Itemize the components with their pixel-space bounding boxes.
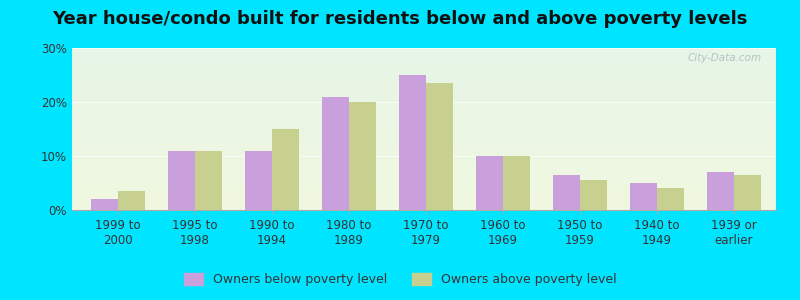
Text: Year house/condo built for residents below and above poverty levels: Year house/condo built for residents bel… — [52, 11, 748, 28]
Bar — [349, 102, 376, 210]
Legend: Owners below poverty level, Owners above poverty level: Owners below poverty level, Owners above… — [179, 268, 621, 291]
Bar — [245, 151, 272, 210]
Bar — [322, 97, 349, 210]
Bar — [118, 191, 145, 210]
Bar — [426, 83, 453, 210]
Text: City-Data.com: City-Data.com — [688, 53, 762, 63]
Bar — [657, 188, 684, 210]
Bar — [91, 199, 118, 210]
Bar — [553, 175, 580, 210]
Bar — [630, 183, 657, 210]
Bar — [399, 75, 426, 210]
Bar — [168, 151, 195, 210]
Bar — [580, 180, 606, 210]
Bar — [706, 172, 734, 210]
Bar — [503, 156, 530, 210]
Bar — [476, 156, 503, 210]
Bar — [734, 175, 761, 210]
Bar — [195, 151, 222, 210]
Bar — [272, 129, 299, 210]
